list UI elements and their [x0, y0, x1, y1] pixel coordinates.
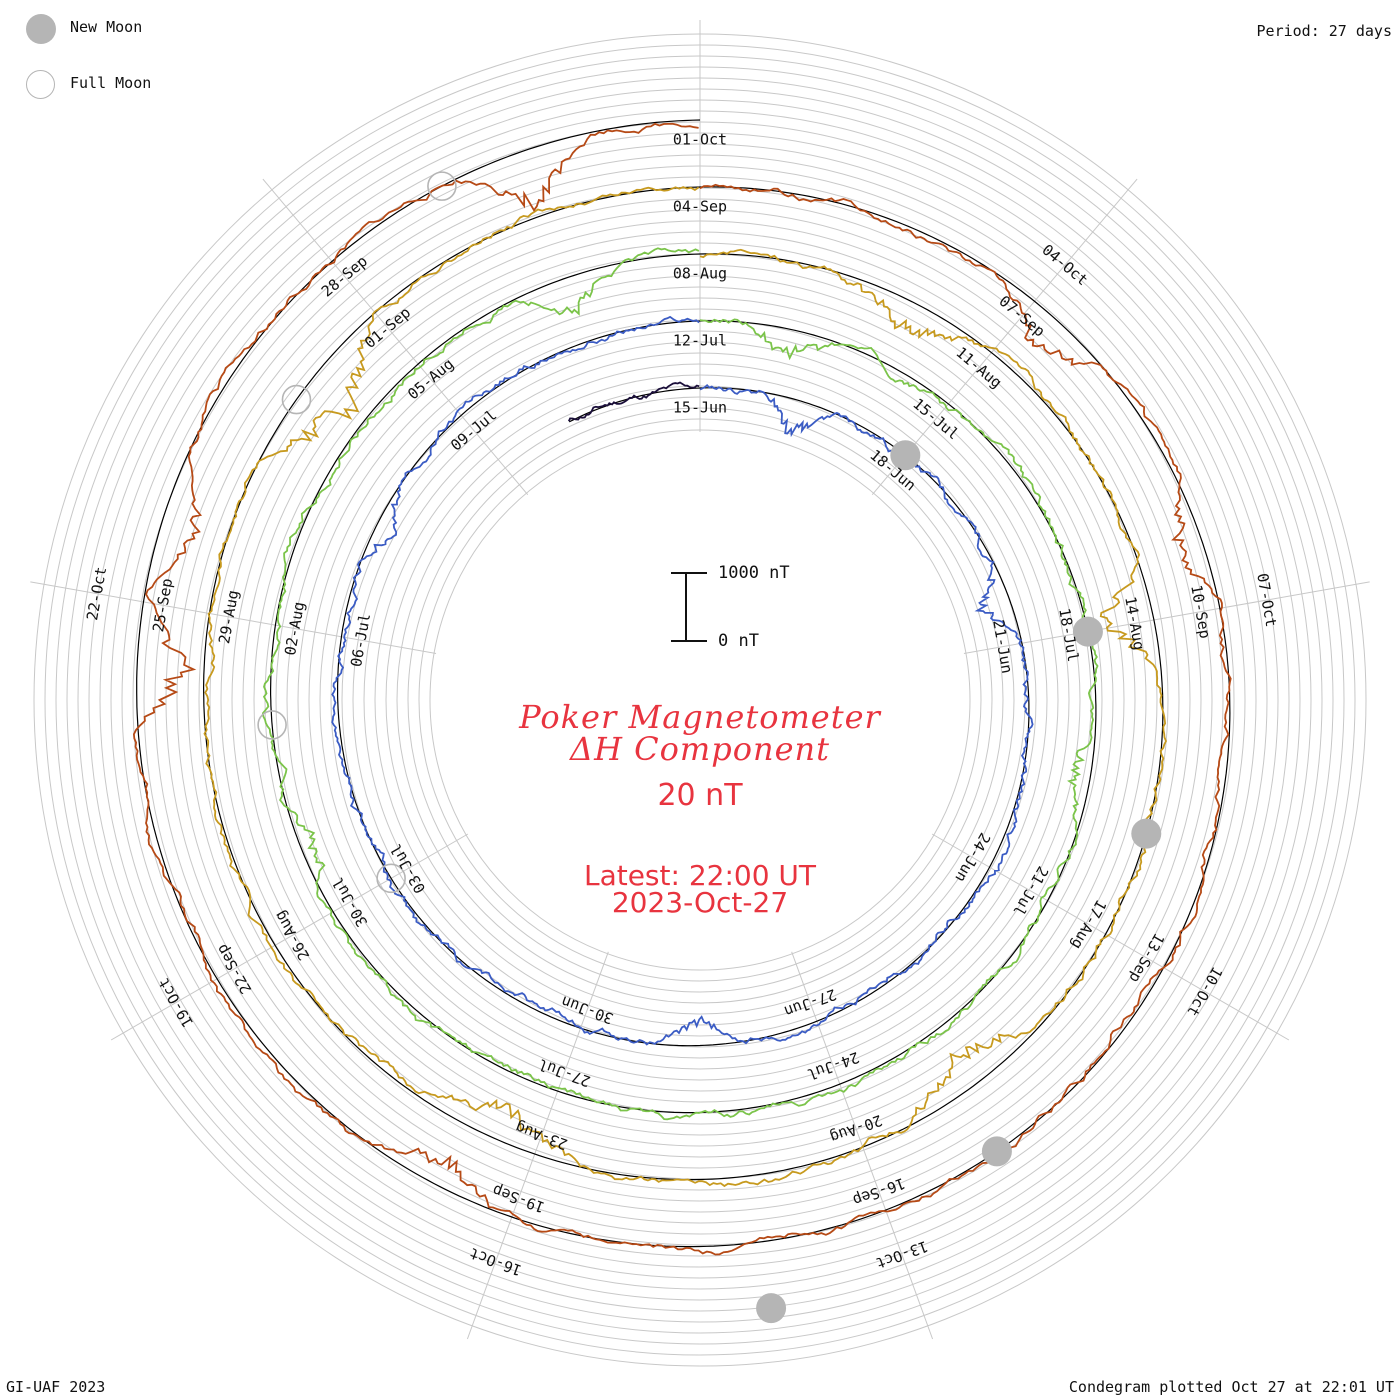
date-label: 15-Jun — [673, 399, 727, 417]
spiral-baseline — [136, 119, 1231, 1248]
new-moon-marker — [890, 440, 921, 471]
date-label: 01-Oct — [673, 131, 727, 149]
full-moon-marker — [427, 171, 457, 201]
baseline-spiral — [136, 119, 1231, 1248]
day-spoke — [466, 951, 609, 1340]
day-spoke — [963, 581, 1370, 654]
legend-label-full-moon: Full Moon — [70, 74, 152, 92]
date-label: 10-Oct — [1183, 963, 1226, 1019]
day-spoke — [791, 951, 934, 1340]
date-label: 14-Aug — [1121, 595, 1148, 651]
date-label: 19-Oct — [155, 975, 198, 1031]
new-moon-icon — [26, 14, 56, 44]
date-label: 04-Sep — [673, 198, 727, 216]
date-label: 23-Aug — [513, 1118, 570, 1153]
date-label: 16-Oct — [467, 1244, 524, 1279]
legend-full-moon: Full Moon — [26, 70, 151, 99]
date-label: 22-Sep — [213, 941, 256, 997]
date-label: 29-Aug — [215, 589, 242, 645]
date-label: 27-Jul — [536, 1055, 593, 1090]
date-label: 05-Aug — [404, 355, 457, 404]
day-spoke — [262, 178, 529, 496]
date-label: 08-Aug — [673, 265, 727, 283]
date-label: 13-Sep — [1125, 930, 1168, 986]
day-spoke — [30, 581, 437, 654]
latest-date: 2023-Oct-27 — [611, 886, 789, 919]
chart-title-line1: Poker Magnetometer — [519, 698, 881, 736]
trace-turn-0 — [567, 381, 700, 422]
moon-phase-markers — [257, 171, 1162, 1324]
legend-new-moon: New Moon — [26, 14, 142, 44]
day-spoke — [871, 178, 1138, 496]
footer-plotted: Condegram plotted Oct 27 at 22:01 UT — [1068, 1378, 1394, 1396]
date-label: 09-Jul — [447, 406, 500, 455]
scale-bar-top-label: 1000 nT — [718, 563, 790, 583]
scale-bar-bottom-label: 0 nT — [718, 631, 759, 651]
grid-rings — [33, 33, 1367, 1367]
trace-turn-3 — [203, 186, 1167, 1188]
date-label: 13-Oct — [873, 1237, 930, 1272]
date-label: 07-Oct — [1253, 572, 1280, 628]
full-moon-marker — [257, 710, 287, 740]
trace-turn-1 — [331, 315, 1034, 1046]
full-moon-marker — [376, 863, 406, 894]
chart-title-line2: ΔH Component — [569, 730, 831, 768]
full-moon-icon — [26, 70, 55, 99]
trace-turn-2 — [261, 247, 1099, 1121]
legend-label-new-moon: New Moon — [70, 18, 143, 36]
day-spoke — [931, 833, 1290, 1041]
day-spoke — [110, 833, 469, 1041]
date-label: 18-Jul — [1055, 607, 1082, 663]
new-moon-marker — [1131, 818, 1162, 849]
day-spokes — [30, 20, 1370, 1340]
full-moon-marker — [281, 384, 312, 415]
new-moon-marker — [981, 1136, 1012, 1167]
ring-scale-label: 20 nT — [657, 778, 743, 813]
new-moon-marker — [756, 1293, 787, 1324]
footer-credit: GI-UAF 2023 — [6, 1378, 106, 1396]
latest-time: Latest: 22:00 UT — [583, 859, 817, 892]
magnetometer-traces — [132, 122, 1232, 1256]
date-label: 07-Sep — [995, 292, 1048, 341]
new-moon-marker — [1072, 616, 1103, 647]
date-label: 30-Jun — [559, 992, 616, 1027]
date-label: 10-Sep — [1187, 583, 1214, 639]
trace-turn-4 — [132, 122, 1232, 1256]
scale-bar — [671, 572, 707, 642]
date-label: 21-Jun — [989, 618, 1016, 674]
date-label: 12-Jul — [673, 332, 727, 350]
period-label: Period: 27 days — [1256, 22, 1392, 40]
